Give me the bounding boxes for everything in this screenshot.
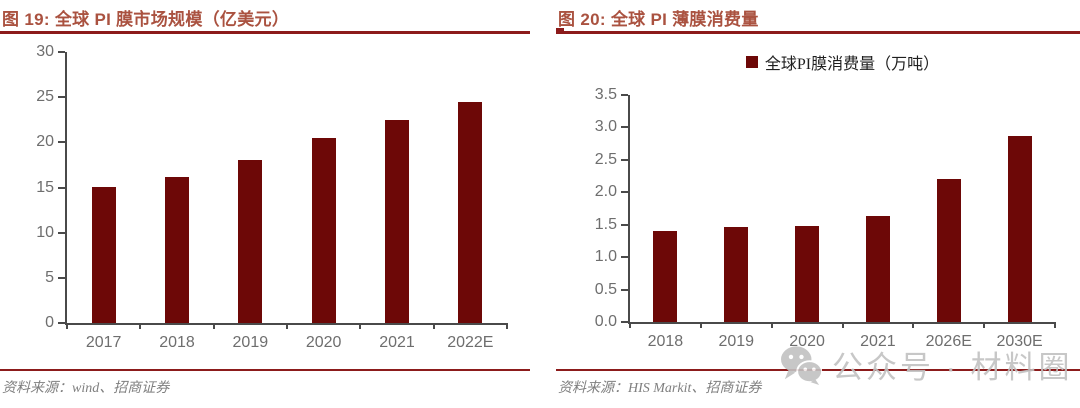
bar-2020: [311, 137, 336, 323]
x-axis-tick: [629, 322, 631, 328]
y-axis-tick-label: 2.0: [594, 183, 617, 201]
figure-20-source: 资料来源：HIS Markit、招商证券: [558, 381, 762, 396]
bar-2018: [653, 231, 678, 322]
x-axis-label: 2022E: [447, 334, 494, 351]
y-axis-tick-label: 30: [36, 43, 54, 60]
y-axis-tick-label: 0: [45, 314, 54, 331]
y-axis-tick-label: 0.5: [594, 280, 617, 298]
x-axis-tick: [841, 322, 844, 328]
figure-20-title-rule: [556, 31, 1080, 34]
y-axis-tick: [58, 322, 65, 324]
x-axis-label: 2026E: [925, 333, 972, 350]
y-axis-tick-label: 1.5: [594, 215, 617, 233]
y-axis-tick-label: 0.0: [594, 313, 617, 330]
x-axis-label: 2021: [379, 334, 415, 351]
figure-20-title: 图 20: 全球 PI 薄膜消费量: [558, 10, 759, 29]
bar-2020: [795, 226, 820, 322]
chart-legend: 全球PI膜消费量（万吨）: [630, 50, 1055, 74]
legend-swatch: [745, 56, 758, 68]
watermark: 公众号 · 材料圈: [780, 342, 1073, 387]
x-axis-tick: [359, 323, 362, 329]
figure-20-plot-area: 全球PI膜消费量（万吨） 0.0 0.5 1.0 1.5 2.0 2.5 3.0 3.5 201…: [595, 56, 1056, 350]
y-axis-tick: [58, 186, 65, 189]
x-axis-tick: [983, 322, 986, 328]
y-axis-tick-label: 25: [36, 88, 54, 106]
y-axis-tick: [621, 126, 628, 129]
y-axis-tick: [58, 276, 65, 279]
y-axis-tick-label: 5: [45, 268, 54, 286]
x-axis-tick: [66, 323, 68, 329]
x-axis-label: 2020: [305, 334, 342, 351]
x-axis-tick: [212, 323, 215, 329]
y-axis-tick-label: 3.5: [594, 86, 617, 103]
y-axis-tick-label: 15: [36, 178, 54, 196]
figure-19-source: 资料来源：wind、招商证券: [2, 381, 170, 396]
x-axis-tick: [912, 322, 915, 328]
x-axis-label: 2021: [860, 333, 896, 350]
figure-19-plot-area: 0 5 10 15 20 25 30 2017 2018 2019 2020 2021 2022E: [36, 43, 508, 351]
figure-19-title: 图 19: 全球 PI 膜市场规模（亿美元）: [2, 10, 290, 29]
bar-2021: [865, 216, 890, 322]
figure-20: 图 20: 全球 PI 薄膜消费量 全球PI膜消费量（万吨） 0.0 0.5 1.0…: [556, 0, 1080, 408]
x-axis-label: 2017: [85, 334, 122, 351]
x-axis-tick: [1054, 322, 1056, 328]
y-axis-tick: [58, 231, 65, 234]
y-axis-tick: [621, 223, 628, 226]
x-axis-label: 2018: [159, 334, 195, 351]
x-axis-label: 2030E: [996, 333, 1043, 350]
figure-19-source-rule: [0, 369, 530, 371]
bar-2021: [385, 119, 409, 323]
bar-2022E: [458, 101, 483, 323]
figure-20-rule-notch: [556, 28, 564, 34]
x-axis-tick: [770, 322, 773, 328]
x-axis-tick: [432, 323, 435, 329]
y-axis-tick: [621, 94, 628, 96]
y-axis-tick: [621, 321, 628, 323]
y-axis-tick: [621, 256, 628, 259]
bar-2030E: [1007, 135, 1032, 322]
y-axis-tick: [58, 51, 65, 53]
x-axis-tick: [699, 322, 702, 328]
y-axis-tick: [621, 158, 628, 161]
y-axis-tick: [58, 141, 65, 144]
bar-2019: [238, 160, 263, 323]
legend-label: 全球PI膜消费量（万吨）: [764, 56, 940, 73]
figure-19: 图 19: 全球 PI 膜市场规模（亿美元） 0 5 10 15 20 25 30 2017 2…: [0, 0, 530, 408]
x-axis-label: 2018: [647, 333, 684, 350]
y-axis-tick-label: 1.0: [594, 248, 617, 266]
figure-19-title-rule: [0, 31, 530, 34]
y-axis-tick: [621, 288, 628, 291]
bar-2019: [724, 227, 749, 322]
x-axis-label: 2019: [718, 333, 755, 350]
y-axis-tick: [58, 96, 65, 99]
y-axis-tick-label: 3.0: [594, 118, 617, 136]
x-axis-tick: [286, 323, 288, 329]
y-axis-tick-label: 2.5: [594, 150, 617, 168]
watermark-text: 公众号 · 材料圈: [832, 350, 1073, 385]
x-axis-label: 2020: [789, 333, 825, 350]
y-axis-tick: [621, 191, 628, 194]
y-axis-tick-label: 10: [36, 223, 54, 241]
bar-2026E: [936, 179, 961, 322]
x-axis-label: 2019: [232, 334, 269, 351]
bar-2018: [165, 176, 189, 323]
bar-2017: [91, 186, 116, 323]
y-axis-tick-label: 20: [36, 133, 54, 151]
wechat-icon: [781, 345, 822, 385]
x-axis-tick: [506, 323, 508, 329]
x-axis-tick: [139, 323, 142, 329]
